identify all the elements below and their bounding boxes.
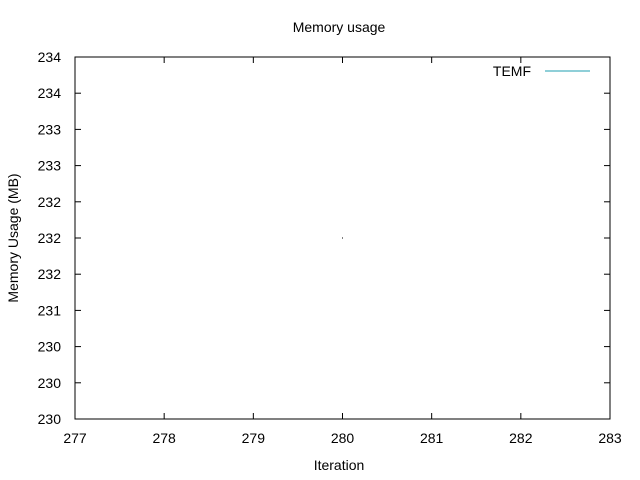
chart-title: Memory usage: [293, 19, 386, 35]
y-tick-label: 231: [38, 302, 62, 318]
series-layer: [342, 237, 343, 239]
y-tick-label: 232: [38, 194, 62, 210]
y-tick-label: 230: [38, 411, 62, 427]
x-tick-label: 278: [152, 430, 176, 446]
x-axis: 277 278 279 280 281 282 283: [63, 57, 622, 446]
y-tick-label: 232: [38, 266, 62, 282]
x-tick-label: 280: [331, 430, 355, 446]
y-tick-label: 230: [38, 375, 62, 391]
x-tick-label: 281: [420, 430, 444, 446]
legend-label-temf: TEMF: [493, 63, 531, 79]
y-tick-label: 234: [38, 49, 62, 65]
legend: TEMF: [493, 63, 590, 79]
data-point: [342, 237, 343, 239]
x-tick-label: 279: [242, 430, 266, 446]
y-tick-label: 233: [38, 158, 62, 174]
x-tick-label: 283: [598, 430, 622, 446]
x-tick-label: 277: [63, 430, 87, 446]
y-tick-label: 233: [38, 121, 62, 137]
x-axis-label: Iteration: [314, 457, 365, 473]
y-tick-label: 232: [38, 230, 62, 246]
y-tick-label: 234: [38, 85, 62, 101]
y-tick-label: 230: [38, 339, 62, 355]
y-axis-label: Memory Usage (MB): [5, 173, 21, 302]
x-tick-label: 282: [509, 430, 533, 446]
y-axis: 230 230 230 231 232 232 232 233 233 234 234: [38, 49, 610, 427]
